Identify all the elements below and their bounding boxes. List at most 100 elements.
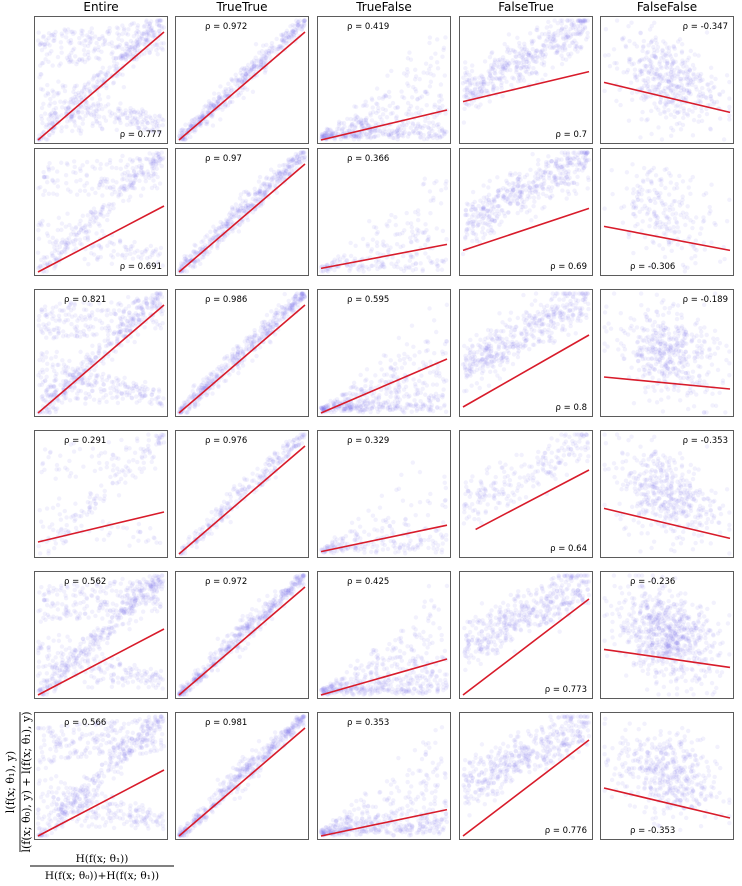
scatter-point bbox=[416, 130, 421, 136]
scatter-point bbox=[555, 48, 561, 53]
scatter-point bbox=[654, 190, 660, 195]
scatter-point bbox=[562, 27, 567, 32]
scatter-point bbox=[717, 116, 723, 121]
scatter-point bbox=[144, 38, 149, 44]
scatter-point bbox=[391, 135, 397, 141]
scatter-point bbox=[578, 19, 583, 24]
scatter-point bbox=[91, 49, 96, 54]
scatter-point bbox=[387, 133, 392, 138]
scatter-point bbox=[100, 207, 105, 212]
scatter-point bbox=[532, 174, 538, 179]
scatter-point bbox=[670, 61, 675, 67]
scatter-point bbox=[136, 164, 142, 169]
scatter-point bbox=[227, 100, 232, 105]
scatter-point bbox=[47, 161, 52, 166]
scatter-point bbox=[53, 255, 58, 261]
scatter-point bbox=[118, 120, 123, 126]
scatter-point bbox=[276, 44, 281, 49]
scatter-point bbox=[572, 170, 578, 175]
scatter-point bbox=[239, 202, 244, 207]
scatter-point bbox=[526, 53, 532, 58]
scatter-point bbox=[122, 183, 128, 189]
scatter-point bbox=[376, 257, 381, 262]
scatter-point bbox=[620, 37, 625, 42]
scatter-point bbox=[138, 110, 144, 116]
scatter-point bbox=[483, 221, 488, 226]
scatter-point bbox=[188, 253, 193, 258]
scatter-point bbox=[554, 50, 560, 55]
scatter-point bbox=[252, 192, 258, 197]
scatter-point bbox=[113, 349, 118, 354]
scatter-point bbox=[79, 377, 84, 383]
scatter-point bbox=[420, 182, 426, 187]
scatter-point bbox=[50, 305, 56, 311]
scatter-point bbox=[420, 125, 425, 131]
scatter-point bbox=[50, 177, 55, 183]
scatter-point bbox=[78, 218, 83, 224]
scatter-point bbox=[659, 198, 664, 204]
scatter-point bbox=[680, 210, 686, 215]
scatter-point bbox=[291, 157, 296, 162]
scatter-point bbox=[55, 90, 60, 96]
scatter-point bbox=[518, 66, 524, 71]
scatter-point bbox=[407, 131, 412, 136]
scatter-point bbox=[92, 46, 98, 51]
scatter-point bbox=[524, 197, 530, 202]
scatter-point bbox=[320, 133, 325, 139]
scatter-point bbox=[37, 42, 43, 47]
scatter-point bbox=[618, 102, 623, 108]
scatter-point bbox=[354, 118, 359, 123]
scatter-point bbox=[652, 196, 657, 202]
scatter-point bbox=[418, 131, 424, 136]
scatter-point bbox=[415, 97, 420, 102]
scatter-point bbox=[544, 164, 549, 170]
scatter-point bbox=[681, 86, 686, 91]
scatter-point bbox=[635, 222, 640, 227]
scatter-point bbox=[647, 68, 652, 74]
scatter-point bbox=[527, 190, 533, 196]
scatter-point bbox=[40, 367, 45, 373]
scatter-point bbox=[271, 45, 277, 50]
scatter-point bbox=[424, 136, 430, 141]
scatter-point bbox=[621, 204, 627, 209]
scatter-point bbox=[74, 108, 79, 113]
scatter-point bbox=[131, 168, 137, 174]
scatter-point bbox=[145, 29, 150, 34]
scatter-point bbox=[369, 96, 375, 101]
scatter-point bbox=[134, 165, 139, 170]
scatter-point bbox=[37, 382, 42, 388]
scatter-point bbox=[159, 163, 164, 169]
scatter-point bbox=[266, 51, 272, 56]
scatter-point bbox=[578, 20, 584, 26]
scatter-point bbox=[64, 369, 69, 374]
scatter-point bbox=[485, 81, 491, 87]
scatter-point bbox=[370, 97, 375, 103]
scatter-point bbox=[437, 135, 443, 140]
scatter-point bbox=[50, 130, 55, 136]
scatter-point bbox=[122, 383, 128, 388]
scatter-point bbox=[380, 261, 385, 266]
scatter-point bbox=[118, 158, 124, 163]
scatter-point bbox=[251, 66, 257, 71]
scatter-point bbox=[215, 99, 221, 105]
scatter-point bbox=[509, 198, 514, 204]
scatter-point bbox=[657, 73, 663, 78]
scatter-point bbox=[412, 124, 418, 129]
scatter-point bbox=[77, 57, 82, 63]
scatter-point bbox=[353, 116, 358, 121]
scatter-point bbox=[62, 27, 67, 32]
scatter-point bbox=[119, 319, 124, 324]
scatter-point bbox=[410, 255, 416, 260]
scatter-point bbox=[37, 263, 43, 269]
scatter-point bbox=[526, 52, 531, 57]
scatter-point bbox=[399, 130, 405, 136]
scatter-point bbox=[68, 232, 74, 237]
scatter-point bbox=[284, 31, 289, 36]
scatter-point bbox=[99, 389, 104, 394]
scatter-point bbox=[227, 90, 232, 95]
scatter-point bbox=[127, 157, 133, 162]
scatter-point bbox=[674, 220, 680, 226]
scatter-point bbox=[482, 59, 488, 64]
scatter-point bbox=[124, 187, 129, 192]
